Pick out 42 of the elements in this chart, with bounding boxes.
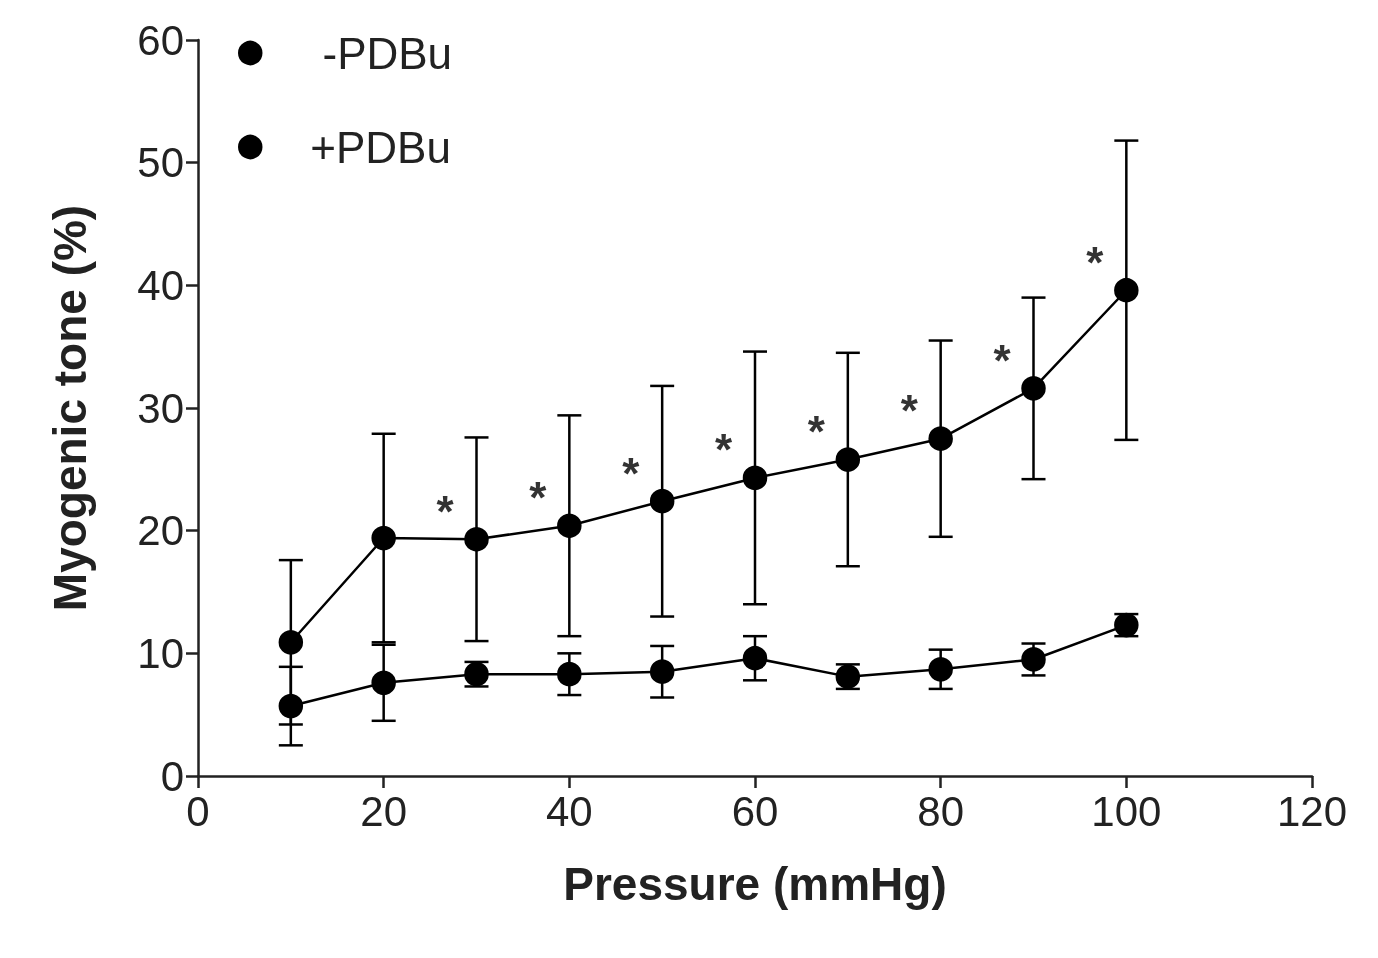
- annotation: *: [807, 407, 826, 457]
- annotation: *: [622, 448, 641, 498]
- y-tick-label: 40: [137, 261, 184, 309]
- y-tick-label: 0: [160, 752, 184, 800]
- y-tick-label: 60: [137, 16, 184, 64]
- annotation: *: [715, 425, 733, 475]
- x-axis-title: Pressure (mmHg): [563, 858, 947, 910]
- annotation: *: [1086, 237, 1105, 287]
- x-tick-label: 80: [917, 787, 965, 835]
- annotation: *: [529, 473, 548, 523]
- point: [371, 525, 396, 551]
- point: [557, 513, 582, 538]
- x-tick-label: 40: [545, 787, 593, 835]
- y-tick-label: 10: [137, 629, 184, 677]
- point: [928, 657, 953, 682]
- point: [464, 527, 489, 552]
- annotation: *: [436, 486, 455, 536]
- x-tick-label: 20: [360, 787, 408, 835]
- point: [742, 465, 768, 491]
- legend-label: +PDBu: [310, 122, 451, 172]
- annotation: *: [993, 335, 1012, 385]
- point: [649, 659, 675, 684]
- point: [278, 693, 304, 719]
- point: [1114, 278, 1139, 303]
- y-tick-label: 50: [137, 139, 184, 187]
- point: [557, 661, 582, 687]
- x-tick-label: 100: [1091, 787, 1162, 835]
- point: [371, 670, 396, 696]
- y-tick-label: 30: [137, 384, 184, 432]
- point: [742, 646, 768, 671]
- point: [835, 447, 861, 472]
- point: [1021, 647, 1046, 672]
- x-tick-label: 60: [731, 787, 779, 835]
- y-tick-label: 20: [137, 507, 184, 555]
- point: [928, 426, 953, 451]
- y-axis-title: Myogenic tone (%): [44, 204, 96, 612]
- legend-label: -PDBu: [310, 28, 453, 78]
- point: [1021, 376, 1046, 401]
- point: [649, 488, 675, 514]
- annotation: *: [900, 386, 919, 436]
- point: [278, 630, 304, 655]
- x-tick-label: 120: [1276, 787, 1348, 835]
